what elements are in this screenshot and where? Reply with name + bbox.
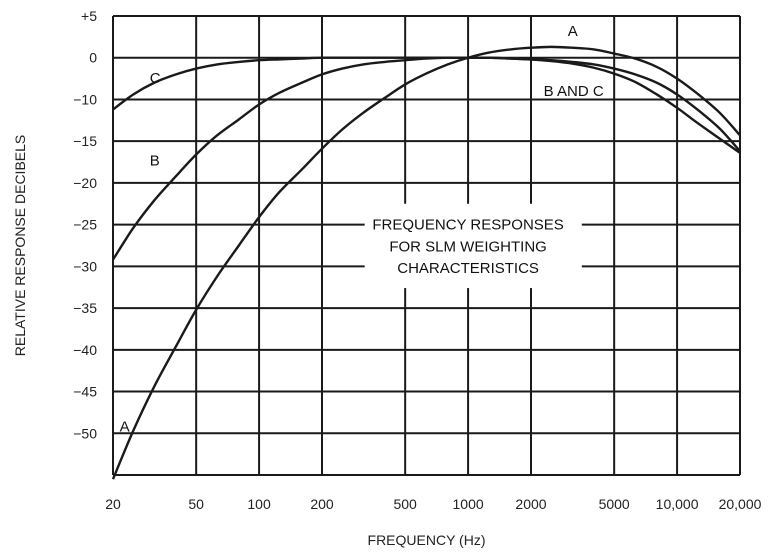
- y-tick-label-3: −15: [73, 133, 97, 149]
- x-tick-label-1: 50: [188, 496, 204, 512]
- annotation-0: A: [568, 23, 578, 40]
- y-tick-label-1: 0: [89, 50, 97, 66]
- x-tick-label-7: 5000: [599, 496, 630, 512]
- annotation-1: C: [150, 70, 161, 87]
- x-tick-label-3: 200: [310, 496, 334, 512]
- annotation-5: FREQUENCY RESPONSES: [372, 217, 563, 234]
- annotations: A C B AND C B A FREQUENCY RESPONSES FOR SLM WE…: [120, 23, 604, 436]
- annotation-2: B AND C: [544, 83, 604, 100]
- tick-labels: 20 50 100 200 500 1000 2000 5000 10,000 20,000 +5 0…: [73, 8, 761, 512]
- annotation-box: [364, 203, 582, 289]
- y-tick-label-5: −25: [73, 217, 97, 233]
- y-axis-title: RELATIVE RESPONSE DECIBELS: [12, 135, 28, 356]
- y-tick-label-10: −50: [73, 425, 97, 441]
- y-tick-label-2: −10: [73, 91, 97, 107]
- y-tick-label-9: −45: [73, 384, 97, 400]
- x-axis-title: FREQUENCY (Hz): [368, 532, 486, 548]
- x-tick-label-5: 1000: [453, 496, 484, 512]
- curves: [111, 45, 741, 480]
- annotation-6: FOR SLM WEIGHTING: [389, 238, 547, 255]
- y-tick-label-8: −40: [73, 342, 97, 358]
- x-tick-label-2: 100: [247, 496, 271, 512]
- annotation-7: CHARACTERISTICS: [397, 260, 539, 277]
- x-tick-label-8: 10,000: [656, 496, 699, 512]
- annotation-4: A: [120, 419, 130, 436]
- y-tick-label-6: −30: [73, 258, 97, 274]
- x-tick-label-6: 2000: [515, 496, 546, 512]
- y-tick-label-4: −20: [73, 175, 97, 191]
- curve-a: [111, 45, 741, 480]
- annotation-3: B: [150, 152, 160, 169]
- curve-c: [112, 56, 741, 153]
- y-tick-label-0: +5: [81, 8, 97, 24]
- x-tick-label-4: 500: [393, 496, 417, 512]
- x-tick-label-0: 20: [105, 496, 121, 512]
- y-tick-label-7: −35: [73, 300, 97, 316]
- grid: [112, 15, 741, 476]
- x-tick-label-9: 20,000: [719, 496, 762, 512]
